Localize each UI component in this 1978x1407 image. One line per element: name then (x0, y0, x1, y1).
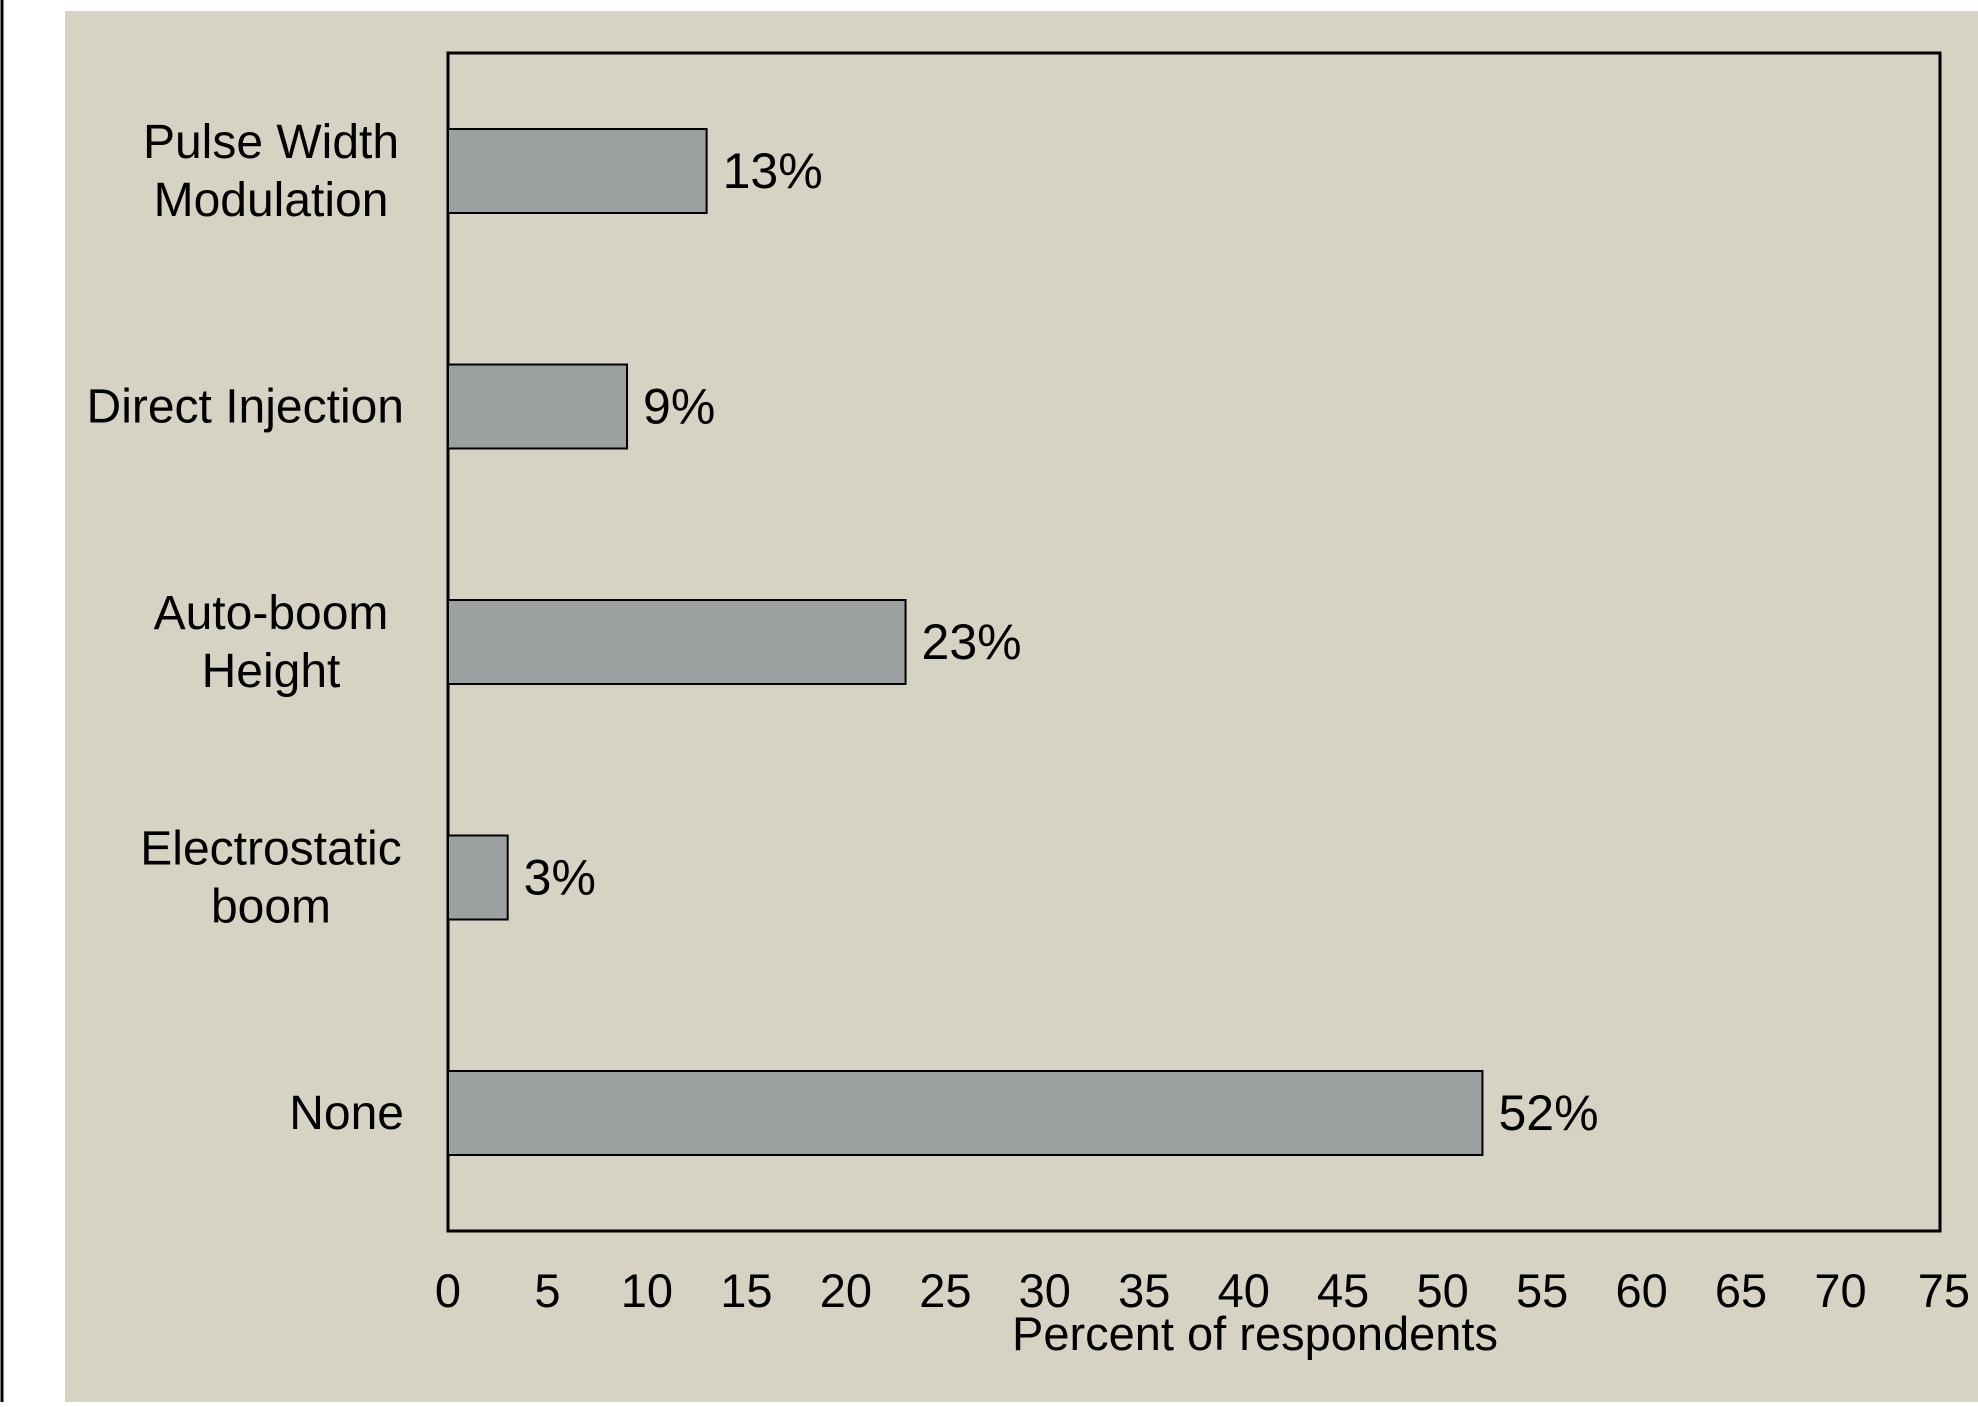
x-axis-title: Percent of respondents (1012, 1307, 1498, 1360)
bar-2 (447, 599, 907, 685)
x-tick-label-0: 0 (435, 1264, 461, 1317)
x-tick-label-60: 60 (1615, 1264, 1667, 1317)
category-label-3-line-0: Electrostatic (140, 823, 401, 876)
x-tick-label-30: 30 (1019, 1264, 1071, 1317)
category-label-3-line-1: boom (211, 881, 331, 934)
x-tick-label-40: 40 (1218, 1264, 1270, 1317)
category-labels-layer: Pulse Width Modulation Direct Injection Aut… (87, 116, 404, 1140)
x-tick-label-15: 15 (720, 1264, 772, 1317)
x-tick-label-35: 35 (1118, 1264, 1170, 1317)
x-tick-label-55: 55 (1516, 1264, 1568, 1317)
value-label-3: 3% (524, 850, 596, 906)
category-label-1: Direct Injection (87, 381, 404, 434)
x-tick-label-20: 20 (820, 1264, 872, 1317)
category-label-2: Auto-boom Height (154, 587, 389, 698)
category-label-1-line-0: Direct Injection (87, 381, 404, 434)
value-labels-layer: 13% 9% 23% 3% 52% (524, 143, 1599, 1141)
bar-3 (447, 834, 509, 921)
x-axis-ticks-layer: 0 5 10 15 20 25 30 35 40 45 50 55 60 65 70 75 (435, 1264, 1970, 1317)
category-label-4: None (289, 1087, 404, 1140)
value-label-2: 23% (922, 614, 1022, 670)
x-tick-label-75: 75 (1918, 1264, 1970, 1317)
category-label-0-line-1: Modulation (154, 174, 389, 227)
x-tick-label-65: 65 (1715, 1264, 1767, 1317)
x-tick-label-5: 5 (534, 1264, 560, 1317)
bar-1 (447, 363, 629, 450)
category-label-2-line-0: Auto-boom (154, 587, 389, 640)
x-tick-label-10: 10 (621, 1264, 673, 1317)
category-label-3: Electrostatic boom (140, 823, 401, 934)
x-tick-label-45: 45 (1317, 1264, 1369, 1317)
category-label-2-line-1: Height (202, 645, 341, 698)
value-label-1: 9% (643, 379, 715, 435)
bar-0 (447, 128, 708, 214)
chart-panel-background (65, 11, 1978, 1402)
x-tick-label-25: 25 (919, 1264, 971, 1317)
category-label-4-line-0: None (289, 1087, 404, 1140)
x-tick-label-70: 70 (1814, 1264, 1866, 1317)
category-label-0: Pulse Width Modulation (143, 116, 399, 227)
value-label-4: 52% (1498, 1085, 1598, 1141)
bars-layer (447, 128, 1484, 1156)
value-label-0: 13% (723, 143, 823, 199)
bar-4 (447, 1070, 1484, 1156)
x-tick-label-50: 50 (1417, 1264, 1469, 1317)
category-label-0-line-0: Pulse Width (143, 116, 399, 169)
